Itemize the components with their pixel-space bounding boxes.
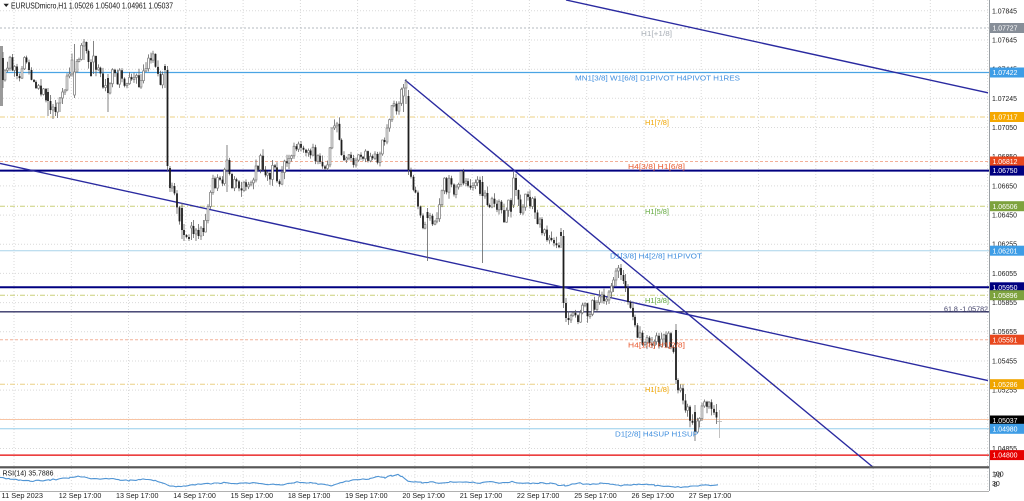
svg-text:1.06255: 1.06255 <box>992 240 1017 249</box>
svg-text:1.06506: 1.06506 <box>993 202 1018 211</box>
svg-text:1.06812: 1.06812 <box>993 157 1018 166</box>
svg-text:1.07245: 1.07245 <box>992 94 1017 103</box>
svg-text:1.06650: 1.06650 <box>992 181 1017 190</box>
svg-text:1.06055: 1.06055 <box>992 269 1017 278</box>
svg-text:1.05455: 1.05455 <box>992 356 1017 365</box>
svg-text:1.05037: 1.05037 <box>993 416 1018 425</box>
svg-text:1.06450: 1.06450 <box>992 211 1017 220</box>
svg-text:H1[7/8]: H1[7/8] <box>645 118 669 127</box>
svg-text:1.06750: 1.06750 <box>993 166 1018 175</box>
svg-text:21 Sep 17:00: 21 Sep 17:00 <box>460 491 503 500</box>
svg-text:14 Sep 17:00: 14 Sep 17:00 <box>173 491 216 500</box>
svg-text:27 Sep 17:00: 27 Sep 17:00 <box>689 491 732 500</box>
svg-text:1.06201: 1.06201 <box>993 246 1018 255</box>
svg-text:1.05950: 1.05950 <box>993 283 1018 292</box>
svg-text:RSI(14) 35.7886: RSI(14) 35.7886 <box>3 469 54 478</box>
svg-text:0: 0 <box>994 482 998 489</box>
svg-text:61.8 -1.05782: 61.8 -1.05782 <box>944 304 988 313</box>
svg-text:15 Sep 17:00: 15 Sep 17:00 <box>231 491 274 500</box>
svg-text:1.07727: 1.07727 <box>993 24 1018 33</box>
svg-text:70: 70 <box>994 473 1002 480</box>
svg-text:1.07645: 1.07645 <box>992 36 1017 45</box>
svg-text:19 Sep 17:00: 19 Sep 17:00 <box>345 491 388 500</box>
svg-text:25 Sep 17:00: 25 Sep 17:00 <box>574 491 617 500</box>
svg-text:20 Sep 17:00: 20 Sep 17:00 <box>402 491 445 500</box>
svg-text:11 Sep 2023: 11 Sep 2023 <box>2 491 44 500</box>
svg-text:EURUSDmicro,H1 1.05026 1.0504: EURUSDmicro,H1 1.05026 1.05040 1.04961 1… <box>11 1 173 11</box>
svg-text:D1[3/8] H4[2/8] H1PIVOT: D1[3/8] H4[2/8] H1PIVOT <box>610 252 702 261</box>
svg-text:1.05896: 1.05896 <box>993 291 1018 300</box>
svg-text:1.07845: 1.07845 <box>992 6 1017 15</box>
svg-text:H1[+1/8]: H1[+1/8] <box>641 29 672 38</box>
svg-text:MN1[3/8] W1[6/8] D1PIVOT H4PIV: MN1[3/8] W1[6/8] D1PIVOT H4PIVOT H1RES <box>575 74 740 83</box>
svg-text:H1[1/8]: H1[1/8] <box>645 385 669 394</box>
svg-text:H1[3/8]: H1[3/8] <box>645 296 669 305</box>
svg-text:1.07117: 1.07117 <box>993 113 1018 122</box>
svg-text:1.05591: 1.05591 <box>993 335 1018 344</box>
svg-text:100: 100 <box>992 472 1004 479</box>
svg-text:1.05855: 1.05855 <box>992 298 1017 307</box>
svg-text:1.07050: 1.07050 <box>992 123 1017 132</box>
svg-text:1.04855: 1.04855 <box>992 444 1017 453</box>
svg-text:12 Sep 17:00: 12 Sep 17:00 <box>59 491 102 500</box>
svg-text:1.05255: 1.05255 <box>992 386 1017 395</box>
svg-text:D1[2/8] H4SUP H1SUP: D1[2/8] H4SUP H1SUP <box>615 430 698 439</box>
svg-text:H4[1/8] H1[2/8]: H4[1/8] H1[2/8] <box>628 341 685 350</box>
svg-text:13 Sep 17:00: 13 Sep 17:00 <box>116 491 159 500</box>
svg-text:30: 30 <box>992 481 1000 488</box>
svg-text:1.07422: 1.07422 <box>993 68 1018 77</box>
svg-text:26 Sep 17:00: 26 Sep 17:00 <box>632 491 675 500</box>
svg-text:1.04800: 1.04800 <box>993 451 1018 460</box>
svg-text:1.04980: 1.04980 <box>993 424 1018 433</box>
svg-text:H1[5/8]: H1[5/8] <box>645 207 669 216</box>
svg-text:H4[3/8] H1[6/8]: H4[3/8] H1[6/8] <box>628 162 685 171</box>
svg-text:1.05286: 1.05286 <box>993 380 1018 389</box>
svg-text:18 Sep 17:00: 18 Sep 17:00 <box>288 491 331 500</box>
svg-text:22 Sep 17:00: 22 Sep 17:00 <box>517 491 560 500</box>
svg-text:1.05655: 1.05655 <box>992 327 1017 336</box>
